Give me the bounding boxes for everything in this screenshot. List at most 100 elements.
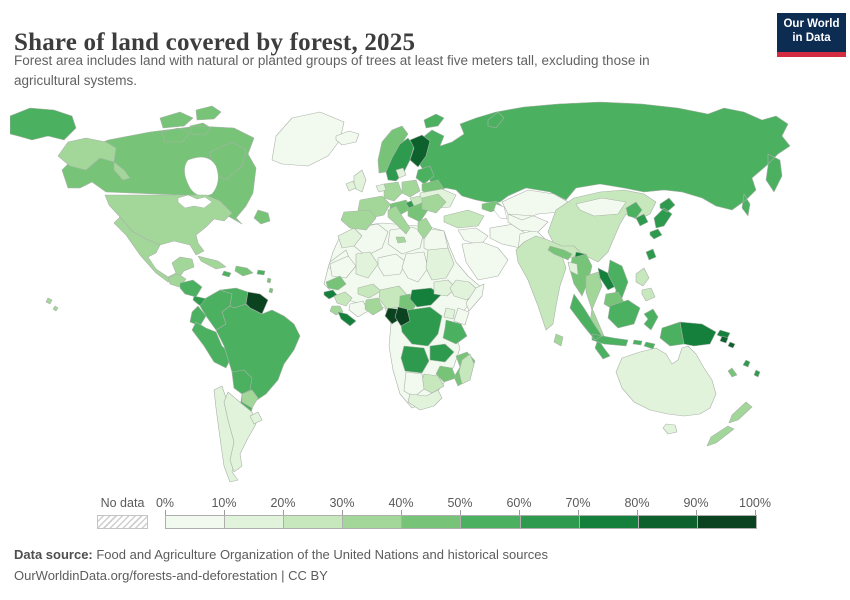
world-choropleth-map: [10, 96, 840, 486]
region-south-korea[interactable]: [635, 213, 649, 227]
region-burkina-faso[interactable]: [357, 283, 382, 299]
region-nepal[interactable]: [547, 245, 573, 261]
legend-segment[interactable]: [225, 516, 285, 528]
region-madagascar[interactable]: [458, 353, 475, 385]
region-mauritania[interactable]: [329, 255, 357, 279]
legend-segment[interactable]: [166, 516, 226, 528]
region-hispaniola[interactable]: [234, 265, 254, 277]
region-cuba[interactable]: [197, 255, 227, 270]
legend-segment[interactable]: [402, 516, 462, 528]
region-liberia[interactable]: [337, 311, 357, 327]
region-usa[interactable]: [45, 137, 233, 312]
region-norway[interactable]: [377, 125, 409, 174]
region-solomon-islands[interactable]: [719, 335, 736, 349]
region-italy[interactable]: [387, 205, 411, 244]
region-north-korea[interactable]: [625, 201, 643, 219]
license-label: CC BY: [288, 568, 328, 583]
region-taiwan[interactable]: [645, 248, 657, 261]
region-west-papua[interactable]: [659, 321, 685, 347]
region-germany[interactable]: [383, 181, 403, 202]
region-tanzania[interactable]: [442, 319, 468, 345]
region-bolivia[interactable]: [231, 369, 253, 395]
region-australia[interactable]: [615, 345, 717, 435]
region-uk[interactable]: [353, 169, 367, 193]
region-papua-new-guinea[interactable]: [679, 321, 731, 347]
legend-tick-label: 20%: [270, 496, 296, 510]
region-uganda[interactable]: [443, 307, 456, 320]
region-mexico[interactable]: [113, 216, 195, 283]
region-zambia[interactable]: [429, 343, 455, 363]
region-poland[interactable]: [401, 179, 421, 198]
region-ireland[interactable]: [345, 180, 357, 192]
hudson-bay: [184, 156, 219, 197]
region-congo[interactable]: [394, 306, 411, 327]
region-malaysia[interactable]: [594, 338, 611, 360]
legend-no-data-swatch[interactable]: [97, 515, 148, 529]
legend-segment[interactable]: [520, 516, 580, 528]
legend-segment[interactable]: [343, 516, 403, 528]
region-kenya[interactable]: [453, 307, 470, 326]
legend-segment[interactable]: [284, 516, 344, 528]
legend-bar: [165, 515, 757, 529]
legend-segment[interactable]: [461, 516, 521, 528]
region-greece[interactable]: [417, 217, 433, 240]
region-ghana[interactable]: [364, 297, 384, 316]
legend-segment[interactable]: [697, 516, 756, 528]
legend-segment[interactable]: [638, 516, 698, 528]
region-greenland[interactable]: [271, 111, 345, 167]
region-benelux[interactable]: [375, 183, 387, 193]
region-iberia[interactable]: [340, 209, 377, 231]
region-uruguay[interactable]: [249, 411, 263, 425]
region-namibia[interactable]: [403, 371, 425, 398]
region-angola[interactable]: [400, 345, 430, 374]
region-south-africa[interactable]: [407, 389, 443, 411]
region-finland[interactable]: [409, 134, 431, 168]
region-turkey[interactable]: [443, 209, 485, 229]
region-indonesia[interactable]: [569, 293, 659, 350]
region-senegal[interactable]: [325, 275, 347, 291]
region-iceland[interactable]: [335, 130, 360, 146]
region-levant-iraq[interactable]: [457, 227, 489, 247]
region-paraguay[interactable]: [241, 389, 259, 409]
owid-url-link[interactable]: OurWorldinData.org/forests-and-deforesta…: [14, 568, 278, 583]
region-sri-lanka[interactable]: [553, 333, 564, 347]
region-denmark[interactable]: [395, 167, 407, 179]
region-guinea[interactable]: [333, 291, 353, 307]
legend-tick-line: [637, 510, 638, 515]
region-algeria[interactable]: [353, 223, 389, 257]
region-india[interactable]: [515, 235, 581, 331]
region-somalia[interactable]: [465, 283, 485, 312]
region-philippines[interactable]: [635, 267, 656, 302]
region-honduras-nicaragua[interactable]: [179, 279, 203, 298]
region-ivory-coast[interactable]: [348, 300, 369, 318]
region-central-african-republic[interactable]: [409, 287, 442, 308]
region-niger[interactable]: [377, 253, 407, 277]
region-mali[interactable]: [355, 251, 379, 279]
region-baltics[interactable]: [415, 165, 435, 185]
region-libya[interactable]: [387, 226, 425, 255]
region-jamaica[interactable]: [221, 270, 232, 278]
region-new-caledonia[interactable]: [727, 367, 738, 378]
region-chad[interactable]: [401, 251, 429, 283]
region-japan[interactable]: [649, 197, 676, 240]
region-romania-bulgaria[interactable]: [421, 193, 447, 214]
legend-tick-line: [224, 510, 225, 515]
owid-logo[interactable]: Our World in Data: [777, 13, 846, 57]
region-argentina[interactable]: [223, 391, 257, 473]
region-vanuatu-fiji[interactable]: [742, 359, 761, 378]
datasource-text: Food and Agriculture Organization of the…: [92, 547, 549, 562]
region-guinea-bissau[interactable]: [323, 289, 338, 300]
legend-segment[interactable]: [579, 516, 639, 528]
region-sudan[interactable]: [425, 247, 455, 281]
region-russia[interactable]: [10, 101, 791, 217]
region-sweden[interactable]: [385, 137, 415, 182]
region-zimbabwe[interactable]: [435, 365, 457, 383]
region-lesser-antilles[interactable]: [266, 277, 274, 294]
region-bangladesh[interactable]: [567, 261, 579, 276]
region-south-sudan[interactable]: [433, 279, 457, 297]
region-puerto-rico[interactable]: [256, 269, 266, 276]
region-new-zealand[interactable]: [706, 401, 753, 447]
region-mongolia[interactable]: [575, 197, 627, 217]
region-arabia[interactable]: [461, 241, 509, 281]
region-canada[interactable]: [61, 105, 271, 225]
